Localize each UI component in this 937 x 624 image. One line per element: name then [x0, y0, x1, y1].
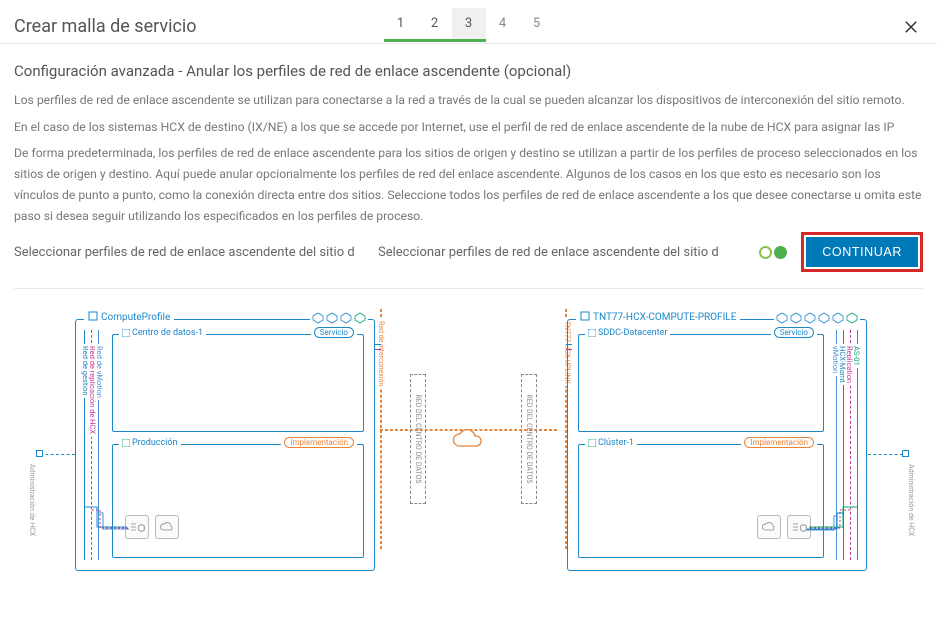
hex-icon: [776, 312, 788, 324]
page-title: Crear malla de servicio: [14, 16, 197, 37]
toggle-on-icon: [774, 246, 787, 259]
stub: [375, 344, 381, 345]
diagram-area: ComputeProfile Red de gestión Red de rep…: [0, 289, 937, 589]
left-profile-header: ComputeProfile: [84, 311, 174, 324]
hex-icon: [846, 312, 858, 324]
left-cluster-name: Producción: [132, 438, 178, 448]
hex-icon: [354, 312, 366, 324]
subtitle: Configuración avanzada - Anular los perf…: [14, 62, 923, 80]
dest-uplink-select[interactable]: Seleccionar perfiles de red de enlace as…: [378, 245, 718, 260]
right-controls: CONTINUAR: [759, 232, 923, 272]
right-datacenter-box: SDDC-Datacenter Servicio: [578, 334, 824, 432]
left-datacenter-box: Centro de datos-1 Servicio: [112, 334, 364, 432]
hex-icon: [790, 312, 802, 324]
stub: [566, 349, 572, 350]
compute-icon: [88, 311, 98, 324]
net-label: vMotion: [831, 344, 840, 375]
admin-left-label: Administración de HCX: [28, 464, 36, 536]
desc-para-1: Los perfiles de red de enlace ascendente…: [14, 90, 923, 111]
left-dc-name: Centro de datos-1: [132, 328, 203, 338]
cloud-icon: [155, 515, 179, 539]
admin-connector-right: [868, 454, 903, 455]
interconnect-label-left: Red de interconexión: [377, 319, 385, 388]
right-profile-header: TNT77-HCX-COMPUTE-PROFILE: [576, 311, 740, 324]
hex-icon: [818, 312, 830, 324]
desc-para-2: En el caso de los sistemas HCX de destin…: [14, 117, 923, 138]
tag-text: Servicio: [774, 327, 814, 338]
tag-text: Implementación: [744, 437, 814, 448]
step-5[interactable]: 5: [520, 8, 554, 42]
tag-text: Implementación: [284, 437, 354, 448]
continue-button[interactable]: CONTINUAR: [806, 237, 918, 267]
right-cluster-box: Clúster-1 Implementación: [578, 444, 824, 558]
tag-text: Servicio: [314, 327, 354, 338]
admin-right-label: Administración de HCX: [907, 464, 915, 536]
admin-node-icon: [36, 450, 43, 457]
hex-icon: [312, 312, 324, 324]
dc-label-left: RED DEL CENTRO DE DATOS: [414, 395, 422, 484]
content-section: Configuración avanzada - Anular los perf…: [0, 44, 937, 278]
desc-para-3: De forma predeterminada, los perfiles de…: [14, 143, 923, 226]
hex-icon: [326, 312, 338, 324]
hex-icon: [832, 312, 844, 324]
service-tag: Servicio: [771, 328, 817, 337]
right-dc-name: SDDC-Datacenter: [598, 328, 667, 338]
impl-tag: Implementación: [281, 438, 357, 447]
stub: [566, 344, 572, 345]
left-header-icons: [310, 312, 368, 324]
compute-icon: [580, 311, 590, 324]
cluster-label: Clúster-1: [585, 438, 637, 448]
header: Crear malla de servicio 1 2 3 4 5: [0, 0, 937, 44]
source-uplink-select[interactable]: Seleccionar perfiles de red de enlace as…: [14, 245, 354, 260]
step-4[interactable]: 4: [486, 8, 520, 42]
hex-icon: [340, 312, 352, 324]
close-icon[interactable]: [899, 15, 923, 39]
right-profile-name: TNT77-HCX-COMPUTE-PROFILE: [593, 312, 736, 323]
source-uplink-label: Seleccionar perfiles de red de enlace as…: [14, 245, 354, 260]
service-tag: Servicio: [311, 328, 357, 337]
admin-node-icon: [902, 450, 909, 457]
toggle-indicator[interactable]: [759, 246, 787, 259]
step-1[interactable]: 1: [384, 8, 418, 42]
step-3[interactable]: 3: [452, 8, 486, 42]
stub: [375, 349, 381, 350]
datacenter-label: Centro de datos-1: [119, 328, 206, 338]
impl-tag: Implementación: [741, 438, 817, 447]
net-label: Red de vMotion: [95, 344, 104, 400]
stepper: 1 2 3 4 5: [384, 8, 554, 42]
continue-highlight: CONTINUAR: [801, 232, 923, 272]
left-compute-profile: ComputeProfile Red de gestión Red de rep…: [75, 319, 375, 571]
hex-icon: [804, 312, 816, 324]
connector-lines: [789, 502, 859, 552]
selects-row: Seleccionar perfiles de red de enlace as…: [14, 232, 923, 272]
right-cluster-name: Clúster-1: [598, 438, 634, 448]
datacenter-label: SDDC-Datacenter: [585, 328, 670, 338]
dest-uplink-label: Seleccionar perfiles de red de enlace as…: [378, 245, 718, 260]
left-cluster-box: Producción Implementación: [112, 444, 364, 558]
connector-lines: [83, 502, 143, 552]
cloud-center-icon: [451, 426, 487, 452]
cloud-icon: [757, 515, 781, 539]
right-header-icons: [774, 312, 860, 324]
left-profile-name: ComputeProfile: [101, 312, 170, 323]
right-compute-profile: TNT77-HCX-COMPUTE-PROFILE AS-01 Replicat…: [567, 319, 867, 571]
admin-connector: [40, 454, 75, 455]
dc-label-right: RED DEL CENTRO DE DATOS: [525, 395, 533, 484]
step-2[interactable]: 2: [418, 8, 452, 42]
toggle-off-icon: [759, 246, 772, 259]
cluster-label: Producción: [119, 438, 181, 448]
